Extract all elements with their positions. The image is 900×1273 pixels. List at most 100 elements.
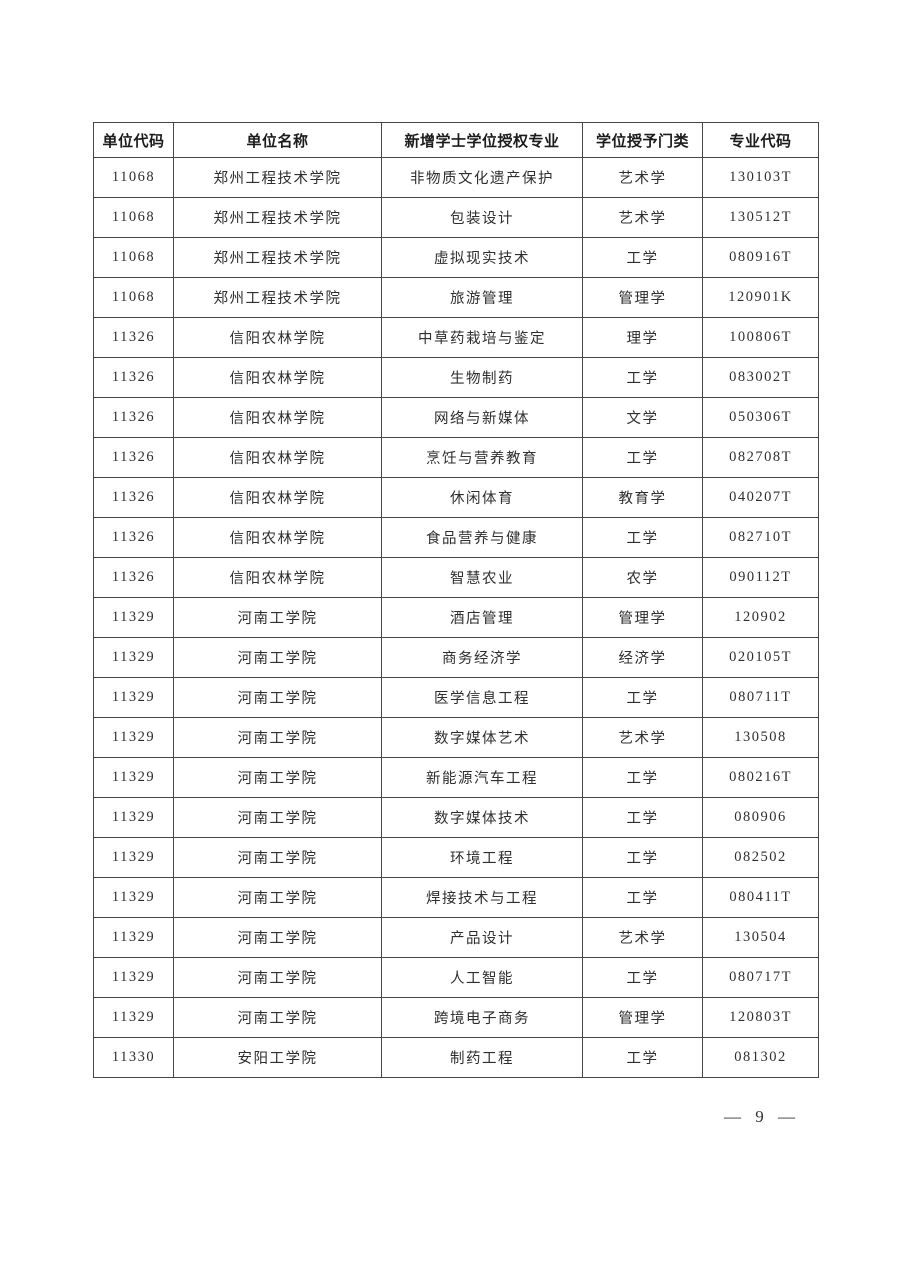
table-row: 11326 信阳农林学院 烹饪与营养教育 工学 082708T [93, 437, 819, 478]
table-row: 11068 郑州工程技术学院 虚拟现实技术 工学 080916T [93, 237, 819, 278]
table-cell: 082708T [702, 437, 819, 478]
table-cell: 管理学 [582, 597, 703, 638]
table-row: 11329 河南工学院 数字媒体艺术 艺术学 130508 [93, 717, 819, 758]
table-cell: 083002T [702, 357, 819, 398]
table-row: 11068 郑州工程技术学院 包装设计 艺术学 130512T [93, 197, 819, 238]
table-cell: 020105T [702, 637, 819, 678]
table-cell: 040207T [702, 477, 819, 518]
table-cell: 管理学 [582, 277, 703, 318]
table-cell: 工学 [582, 1037, 703, 1078]
table-cell: 郑州工程技术学院 [173, 237, 382, 278]
table-cell: 河南工学院 [173, 917, 382, 958]
table-row: 11330 安阳工学院 制药工程 工学 081302 [93, 1037, 819, 1078]
table-cell: 工学 [582, 757, 703, 798]
table-cell: 11326 [93, 437, 174, 478]
table-cell: 信阳农林学院 [173, 477, 382, 518]
table-cell: 河南工学院 [173, 637, 382, 678]
table-cell: 050306T [702, 397, 819, 438]
table-row: 11326 信阳农林学院 网络与新媒体 文学 050306T [93, 397, 819, 438]
column-header: 单位名称 [173, 122, 382, 158]
column-header: 单位代码 [93, 122, 174, 158]
table-cell: 工学 [582, 797, 703, 838]
table-cell: 工学 [582, 677, 703, 718]
table-cell: 130508 [702, 717, 819, 758]
table-cell: 农学 [582, 557, 703, 598]
table-cell: 郑州工程技术学院 [173, 197, 382, 238]
table-row: 11326 信阳农林学院 中草药栽培与鉴定 理学 100806T [93, 317, 819, 358]
table-cell: 焊接技术与工程 [381, 877, 583, 918]
table-cell: 11329 [93, 757, 174, 798]
table-cell: 120901K [702, 277, 819, 318]
table-row: 11326 信阳农林学院 生物制药 工学 083002T [93, 357, 819, 398]
table-cell: 非物质文化遗产保护 [381, 157, 583, 198]
table-cell: 11329 [93, 797, 174, 838]
table-cell: 11329 [93, 597, 174, 638]
table-cell: 烹饪与营养教育 [381, 437, 583, 478]
table-cell: 数字媒体艺术 [381, 717, 583, 758]
table-cell: 080711T [702, 677, 819, 718]
table-cell: 130512T [702, 197, 819, 238]
table-cell: 信阳农林学院 [173, 397, 382, 438]
table-cell: 郑州工程技术学院 [173, 277, 382, 318]
table-cell: 河南工学院 [173, 837, 382, 878]
table-cell: 产品设计 [381, 917, 583, 958]
table-row: 11326 信阳农林学院 休闲体育 教育学 040207T [93, 477, 819, 518]
table-cell: 河南工学院 [173, 677, 382, 718]
table-cell: 文学 [582, 397, 703, 438]
table-cell: 11326 [93, 557, 174, 598]
table-cell: 郑州工程技术学院 [173, 157, 382, 198]
column-header: 专业代码 [702, 122, 819, 158]
table-cell: 环境工程 [381, 837, 583, 878]
table-cell: 河南工学院 [173, 877, 382, 918]
table-cell: 11326 [93, 317, 174, 358]
table-cell: 河南工学院 [173, 797, 382, 838]
table-cell: 090112T [702, 557, 819, 598]
table-cell: 艺术学 [582, 157, 703, 198]
table-cell: 工学 [582, 877, 703, 918]
table-cell: 080906 [702, 797, 819, 838]
table-cell: 11326 [93, 517, 174, 558]
table-cell: 工学 [582, 957, 703, 998]
table-cell: 11068 [93, 197, 174, 238]
table-cell: 旅游管理 [381, 277, 583, 318]
table-cell: 120803T [702, 997, 819, 1038]
table-row: 11329 河南工学院 新能源汽车工程 工学 080216T [93, 757, 819, 798]
table-cell: 11329 [93, 717, 174, 758]
table-cell: 120902 [702, 597, 819, 638]
table-row: 11329 河南工学院 酒店管理 管理学 120902 [93, 597, 819, 638]
table-body: 11068 郑州工程技术学院 非物质文化遗产保护 艺术学 130103T 11068 郑州工… [93, 157, 819, 1078]
degree-authorization-table: 单位代码 单位名称 新增学士学位授权专业 学位授予门类 专业代码 11068 郑州工程技术… [93, 122, 819, 1078]
table-cell: 人工智能 [381, 957, 583, 998]
table-cell: 080717T [702, 957, 819, 998]
table-cell: 080916T [702, 237, 819, 278]
table-cell: 酒店管理 [381, 597, 583, 638]
table-cell: 河南工学院 [173, 757, 382, 798]
table-cell: 11329 [93, 877, 174, 918]
table-cell: 11326 [93, 357, 174, 398]
page-number: — 9 — [724, 1107, 796, 1126]
table-row: 11326 信阳农林学院 智慧农业 农学 090112T [93, 557, 819, 598]
table-row: 11329 河南工学院 商务经济学 经济学 020105T [93, 637, 819, 678]
header-row: 单位代码 单位名称 新增学士学位授权专业 学位授予门类 专业代码 [93, 122, 819, 158]
table-cell: 新能源汽车工程 [381, 757, 583, 798]
table-cell: 工学 [582, 357, 703, 398]
table-cell: 信阳农林学院 [173, 317, 382, 358]
table-cell: 数字媒体技术 [381, 797, 583, 838]
table-cell: 管理学 [582, 997, 703, 1038]
table-cell: 河南工学院 [173, 597, 382, 638]
table-cell: 11329 [93, 917, 174, 958]
table-row: 11329 河南工学院 跨境电子商务 管理学 120803T [93, 997, 819, 1038]
table-cell: 河南工学院 [173, 997, 382, 1038]
table-cell: 080216T [702, 757, 819, 798]
table-cell: 智慧农业 [381, 557, 583, 598]
table-cell: 艺术学 [582, 917, 703, 958]
table-cell: 信阳农林学院 [173, 357, 382, 398]
table-cell: 11329 [93, 677, 174, 718]
table-cell: 艺术学 [582, 717, 703, 758]
table-cell: 艺术学 [582, 197, 703, 238]
table-cell: 11068 [93, 237, 174, 278]
table-cell: 11329 [93, 997, 174, 1038]
table-cell: 教育学 [582, 477, 703, 518]
table-cell: 100806T [702, 317, 819, 358]
table-cell: 11329 [93, 637, 174, 678]
